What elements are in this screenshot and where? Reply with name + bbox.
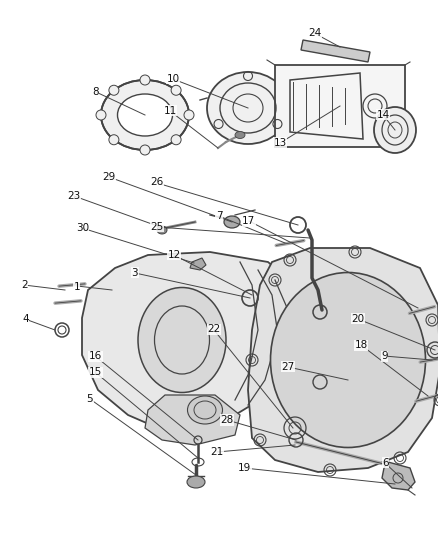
Polygon shape xyxy=(248,248,438,472)
Text: 12: 12 xyxy=(168,250,181,260)
Text: 22: 22 xyxy=(207,325,220,334)
Ellipse shape xyxy=(138,287,226,392)
Text: 4: 4 xyxy=(22,314,29,324)
Text: 11: 11 xyxy=(163,106,177,116)
Text: 29: 29 xyxy=(102,172,115,182)
Text: 20: 20 xyxy=(352,314,365,324)
Ellipse shape xyxy=(187,396,223,424)
Polygon shape xyxy=(301,40,370,62)
Ellipse shape xyxy=(140,145,150,155)
Polygon shape xyxy=(82,252,298,430)
Ellipse shape xyxy=(184,110,194,120)
Text: 17: 17 xyxy=(242,216,255,226)
Polygon shape xyxy=(382,462,415,490)
Ellipse shape xyxy=(109,85,119,95)
Text: 28: 28 xyxy=(220,415,233,425)
Text: 18: 18 xyxy=(355,341,368,350)
Polygon shape xyxy=(190,258,206,270)
Text: 5: 5 xyxy=(86,394,93,403)
Text: 30: 30 xyxy=(76,223,89,233)
Text: 14: 14 xyxy=(377,110,390,119)
Ellipse shape xyxy=(171,135,181,145)
Text: 23: 23 xyxy=(67,191,80,201)
Text: 10: 10 xyxy=(166,74,180,84)
Ellipse shape xyxy=(171,85,181,95)
Text: 19: 19 xyxy=(238,463,251,473)
Ellipse shape xyxy=(207,72,289,144)
Ellipse shape xyxy=(224,216,240,228)
Text: 16: 16 xyxy=(89,351,102,361)
Text: 26: 26 xyxy=(150,177,163,187)
Ellipse shape xyxy=(117,94,173,136)
Ellipse shape xyxy=(96,110,106,120)
Text: 1: 1 xyxy=(73,282,80,292)
Text: 6: 6 xyxy=(382,458,389,467)
Ellipse shape xyxy=(187,476,205,488)
Ellipse shape xyxy=(157,226,167,234)
Text: 7: 7 xyxy=(215,211,223,221)
Text: 13: 13 xyxy=(274,138,287,148)
Bar xyxy=(275,65,405,147)
Text: 2: 2 xyxy=(21,280,28,290)
Text: 15: 15 xyxy=(89,367,102,377)
Ellipse shape xyxy=(140,75,150,85)
Ellipse shape xyxy=(101,80,189,150)
Text: 21: 21 xyxy=(210,447,223,457)
Text: 27: 27 xyxy=(282,362,295,372)
Ellipse shape xyxy=(374,107,416,153)
Ellipse shape xyxy=(109,135,119,145)
Text: 9: 9 xyxy=(381,351,388,361)
Text: 24: 24 xyxy=(308,28,321,38)
Text: 3: 3 xyxy=(131,268,138,278)
Text: 25: 25 xyxy=(150,222,163,231)
Ellipse shape xyxy=(271,272,425,448)
Text: 8: 8 xyxy=(92,87,99,96)
Polygon shape xyxy=(145,395,240,445)
Ellipse shape xyxy=(235,132,245,139)
